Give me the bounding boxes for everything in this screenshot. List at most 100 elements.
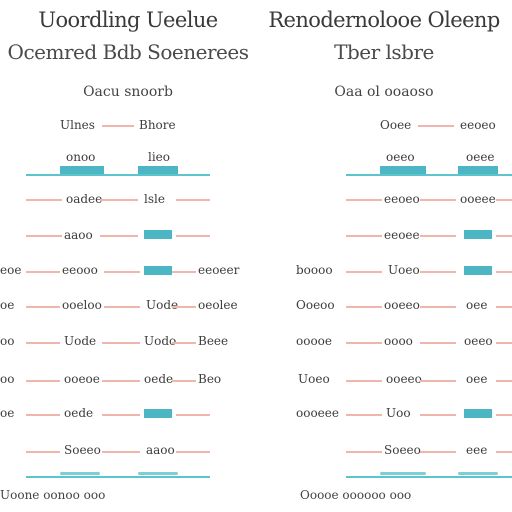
left-row-mid2: oede (144, 372, 174, 386)
right-row-right: eee (466, 443, 488, 457)
right-row-line (420, 380, 456, 382)
right-row-line (346, 306, 382, 308)
left-row-right: oeolee (198, 298, 238, 312)
left-row-right: Beo (198, 372, 222, 386)
left-row-bar (144, 230, 172, 239)
left-title: Uoordling Ueelue (38, 8, 218, 32)
left-subheader-col2: lieo (148, 150, 171, 164)
right-row-left: Ooeoo (296, 298, 335, 312)
right-row-mid: eeoeo (384, 192, 420, 206)
right-row-mid: Uoo (386, 406, 411, 420)
right-row-line (496, 199, 512, 201)
left-row-mid: eeooo (62, 263, 98, 277)
left-row-mid: oadee (66, 192, 103, 206)
right-row-right: oeeo (464, 334, 493, 348)
left-row-mid2: Uode (146, 298, 179, 312)
left-row-right2: Beee (198, 334, 229, 348)
right-panel: Renodernolooe Oleenp Tber lsbre Oaa ol o… (256, 0, 512, 512)
left-row-line (176, 414, 210, 416)
left-row-mid: Uode (64, 334, 97, 348)
right-row-line (496, 451, 512, 453)
right-row-line (496, 306, 512, 308)
left-row-line (104, 306, 140, 308)
right-row-line (346, 199, 382, 201)
right-row-left: boooo (296, 263, 333, 277)
left-row-line (102, 414, 140, 416)
left-header-line (102, 125, 134, 127)
right-subheader-bar-2 (458, 166, 498, 175)
right-header-col1: Ooee (380, 118, 412, 132)
right-row-line (420, 306, 456, 308)
right-row-line (420, 199, 456, 201)
left-row-line (26, 451, 60, 453)
right-subheader-col1: oeeo (386, 150, 415, 164)
right-row-line (420, 414, 456, 416)
right-header-col2: eeoeo (460, 118, 496, 132)
right-row-bar (464, 266, 492, 275)
left-subheader-bar-1 (60, 166, 104, 175)
left-row-line (172, 306, 196, 308)
right-row-right: ooeee (460, 192, 496, 206)
right-row-line (346, 380, 382, 382)
left-row-line (172, 380, 196, 382)
right-header-line (418, 125, 454, 127)
left-panel: Uoordling Ueelue Ocemred Bdb Soenerees O… (0, 8, 249, 502)
right-bottom-bar (458, 472, 498, 475)
right-row-line (420, 342, 456, 344)
right-title: Renodernolooe Oleenp (268, 8, 500, 32)
right-row-left: Uoeo (298, 372, 330, 386)
right-row-mid: Soeeo (384, 443, 421, 457)
right-bottom-rule (346, 476, 512, 478)
right-row-right: oee (466, 372, 488, 386)
left-row-bar (144, 266, 172, 275)
right-row-line (420, 451, 456, 453)
right-row-line (346, 235, 382, 237)
left-row-line (172, 271, 196, 273)
left-row-mid: ooeoe (64, 372, 100, 386)
left-row-right: eeoeer (198, 263, 240, 277)
left-row-line (26, 414, 60, 416)
right-subheader-bar-1 (380, 166, 426, 175)
left-row-bar (144, 409, 172, 418)
left-subheader-bar-2 (138, 166, 178, 175)
left-row-right: aaoo (146, 443, 175, 457)
left-section-label: Oacu snoorb (83, 84, 173, 100)
left-row-mid: Soeeo (64, 443, 101, 457)
left-row-line (176, 235, 210, 237)
right-row-mid: Uoeo (388, 263, 420, 277)
left-row-line (102, 451, 140, 453)
left-row-mid: oede (64, 406, 94, 420)
right-row-line (420, 235, 456, 237)
left-row-line (100, 199, 138, 201)
left-row-left: eoe (0, 263, 22, 277)
left-row-line (100, 235, 138, 237)
right-footer: Ooooe oooooo ooo (300, 488, 412, 502)
left-row-mid: ooeloo (62, 298, 102, 312)
right-row-left: oooeee (296, 406, 339, 420)
left-row-line (26, 235, 62, 237)
right-row-line (346, 414, 382, 416)
right-bottom-bar (380, 472, 426, 475)
right-subheader-col2: oeee (466, 150, 495, 164)
left-row-mid: aaoo (64, 228, 93, 242)
left-row-line (26, 380, 60, 382)
left-bottom-rule (26, 476, 210, 478)
right-row-left: ooooe (296, 334, 332, 348)
left-header-col2: Bhore (139, 118, 176, 132)
left-row-left: oo (0, 334, 15, 348)
right-row-line (496, 271, 512, 273)
right-row-line (496, 380, 512, 382)
left-row-line (26, 199, 62, 201)
right-section-label: Oaa ol ooaoso (334, 84, 434, 100)
right-row-line (496, 414, 512, 416)
right-row-right: oee (466, 298, 488, 312)
left-row-line (176, 451, 210, 453)
right-row-line (496, 342, 512, 344)
left-row-left: oo (0, 372, 15, 386)
right-row-mid: ooeeo (386, 372, 422, 386)
right-subheader-rule (346, 174, 512, 176)
right-row-line (346, 271, 382, 273)
left-subheader-rule (26, 174, 210, 176)
right-row-line (420, 271, 456, 273)
right-subtitle: Tber lsbre (334, 40, 434, 64)
